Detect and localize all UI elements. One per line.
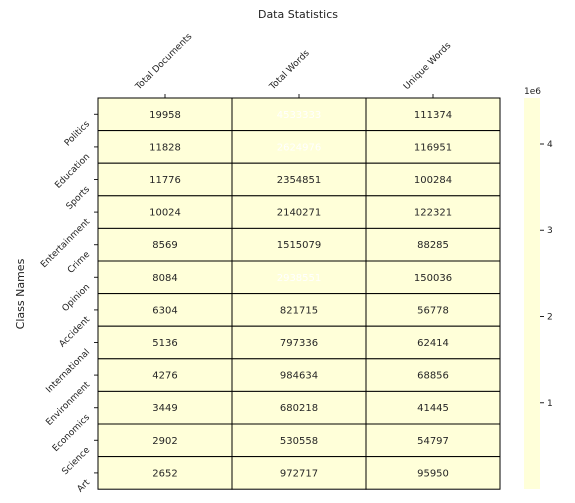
heatmap-cell [365, 260, 501, 295]
cell-value-label: 11776 [149, 175, 181, 186]
colorbar-tick-label: 4 [547, 140, 553, 150]
heatmap-cell [365, 358, 501, 392]
heatmap-cell [97, 423, 233, 458]
cell-value-label: 3449 [152, 403, 177, 414]
heatmap-cell [365, 195, 501, 229]
cell-value-label: 821715 [280, 305, 318, 316]
cell-value-label: 5136 [152, 338, 177, 349]
cell-value-label: 4276 [152, 371, 177, 382]
cell-value-label: 797336 [280, 338, 318, 349]
cell-value-label: 41445 [417, 403, 449, 414]
cell-value-label: 88285 [417, 240, 449, 251]
heatmap-cell [97, 227, 233, 262]
heatmap-cells [97, 97, 501, 490]
heatmap-cell [231, 325, 367, 360]
cell-value-label: 8084 [152, 273, 177, 284]
heatmap-cell [97, 162, 233, 197]
column-label: Total Words [267, 48, 312, 93]
cell-value-label: 530558 [280, 436, 318, 447]
colorbar-gradient [524, 98, 540, 489]
cell-value-label: 111374 [414, 110, 452, 121]
heatmap-cell [97, 456, 233, 490]
heatmap-cell [97, 130, 233, 164]
heatmap-cell [231, 423, 367, 458]
cell-value-label: 2938551 [277, 273, 322, 284]
cell-value-label: 680218 [280, 403, 318, 414]
heatmap-cell [365, 130, 501, 164]
row-label: Politics [63, 119, 92, 148]
heatmap-cell [365, 456, 501, 490]
heatmap-cell [231, 358, 367, 392]
row-label: Art [76, 478, 93, 495]
heatmap-cell [365, 162, 501, 197]
column-label: Unique Words [402, 41, 453, 92]
cell-value-label: 2902 [152, 436, 177, 447]
cell-value-label: 19958 [149, 110, 181, 121]
cell-value-label: 8569 [152, 240, 177, 251]
colorbar-scale-label: 1e6 [524, 87, 541, 97]
cell-value-label: 95950 [417, 468, 449, 479]
heatmap-cell-labels: 19958 4533333 111374 11828 2624976 116951 1177… [149, 110, 452, 480]
cell-value-label: 116951 [414, 142, 452, 153]
cell-value-label: 62414 [417, 338, 449, 349]
heatmap-cell [97, 325, 233, 360]
column-label: Total Documents [133, 32, 194, 93]
row-label: Science [60, 445, 92, 477]
cell-value-label: 972717 [280, 468, 318, 479]
cell-value-label: 984634 [280, 371, 318, 382]
column-labels: Total Documents Total Words Unique Words [133, 32, 453, 98]
row-label: Accident [58, 315, 93, 350]
cell-value-label: 54797 [417, 436, 449, 447]
heatmap-cell [231, 130, 367, 164]
colorbar-tick-label: 2 [547, 313, 553, 323]
cell-value-label: 2140271 [277, 208, 322, 219]
cell-value-label: 6304 [152, 305, 177, 316]
cell-value-label: 11828 [149, 142, 181, 153]
chart-title: Data Statistics [258, 8, 338, 21]
cell-value-label: 1515079 [277, 240, 322, 251]
cell-value-label: 100284 [414, 175, 452, 186]
heatmap-cell [365, 390, 501, 425]
heatmap-cell [231, 162, 367, 197]
cell-value-label: 68856 [417, 371, 449, 382]
heatmap-cell [97, 358, 233, 392]
heatmap-cell [365, 423, 501, 458]
heatmap-cell [365, 325, 501, 360]
row-label: Sports [65, 184, 93, 212]
colorbar: 1 2 3 4 1e6 [524, 87, 553, 489]
row-label: Crime [66, 249, 92, 275]
cell-value-label: 122321 [414, 208, 452, 219]
heatmap-cell [97, 390, 233, 425]
cell-value-label: 2652 [152, 468, 177, 479]
heatmap-cell [365, 97, 501, 132]
cell-value-label: 4533333 [277, 110, 322, 121]
cell-value-label: 10024 [149, 208, 181, 219]
heatmap-cell [365, 293, 501, 327]
colorbar-tick-label: 1 [547, 399, 553, 409]
y-axis-label: Class Names [14, 258, 27, 329]
row-label: Opinion [61, 282, 93, 314]
colorbar-tick-label: 3 [547, 226, 553, 236]
cell-value-label: 150036 [414, 273, 452, 284]
cell-value-label: 56778 [417, 305, 449, 316]
cell-value-label: 2354851 [277, 175, 322, 186]
row-label: Education [53, 152, 92, 191]
heatmap-cell [231, 293, 367, 327]
cell-value-label: 2624976 [277, 142, 322, 153]
row-labels: PoliticsEducationSportsEntertainmentCrim… [39, 113, 98, 495]
